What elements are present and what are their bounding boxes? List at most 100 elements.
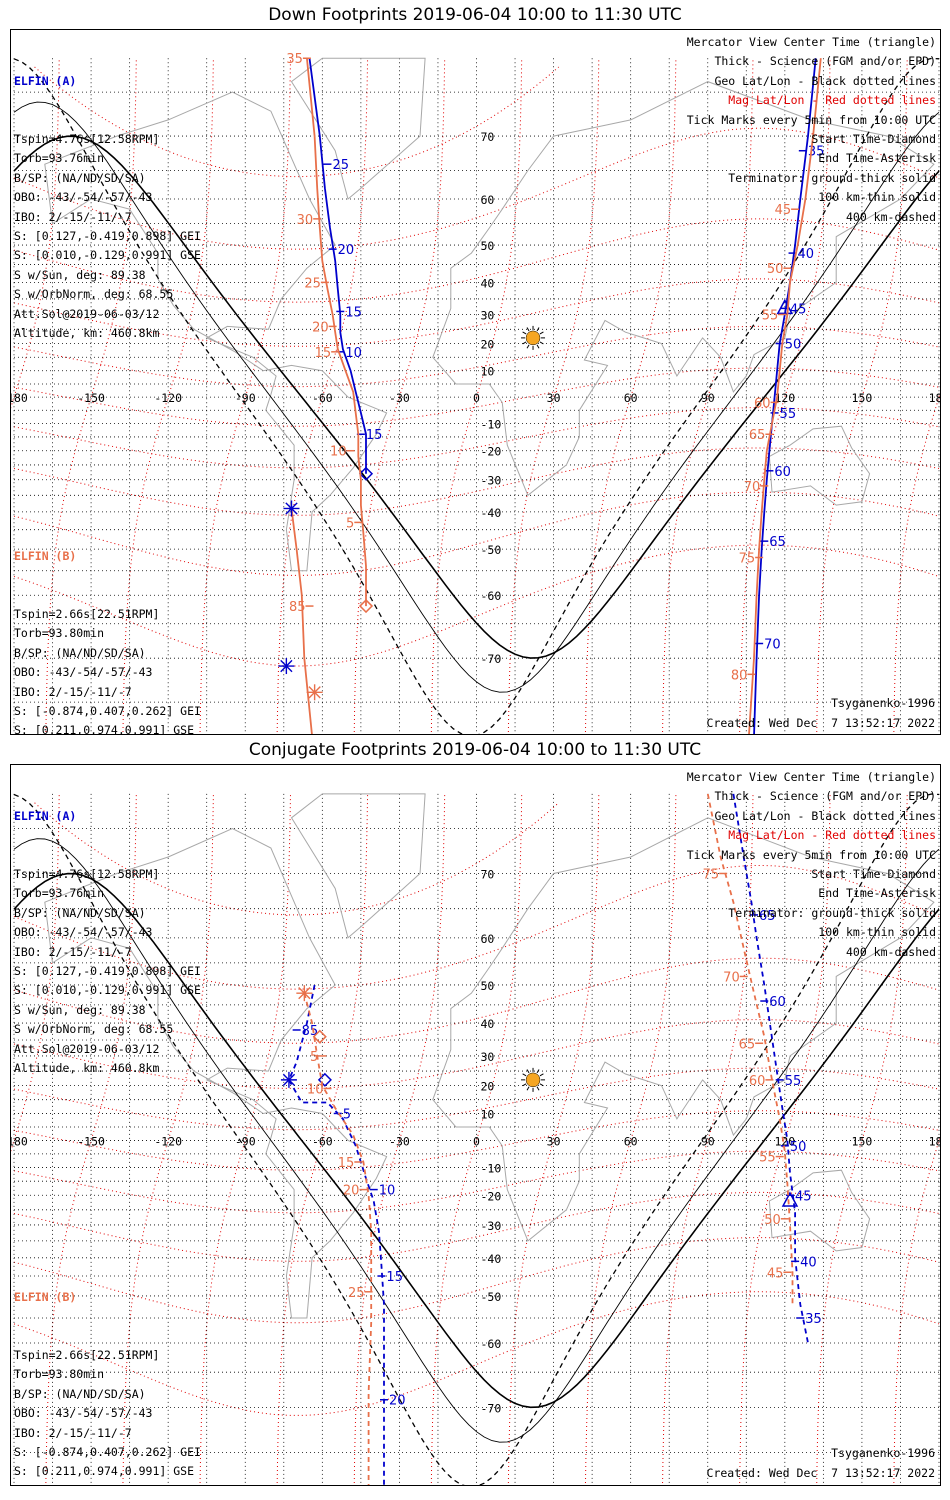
start-diamond	[358, 598, 374, 614]
tick-label: 25	[304, 276, 321, 291]
lat-tick-label: -60	[481, 1337, 502, 1351]
coastlines	[44, 793, 935, 1319]
view-center-triangle	[781, 1191, 799, 1207]
tick-label: 20	[338, 243, 355, 258]
sun-ray	[526, 1086, 530, 1091]
sun-ray	[536, 344, 540, 349]
mag-grid	[11, 793, 940, 1485]
tick-label: 5	[346, 516, 354, 531]
lat-tick-label: -70	[481, 1401, 502, 1415]
down-footprints-panel: -180 -150 -120 -90 -60 -30 0 30 60 90 120 150 180 -70…	[10, 29, 941, 735]
sun-ray	[536, 1069, 540, 1074]
elfin-a-title: ELFIN (A)	[14, 808, 77, 823]
lon-tick-label: -60	[312, 391, 333, 405]
tick-label: 45	[795, 1189, 812, 1204]
info-line: OBO: -43/-54/-57/-43	[14, 925, 153, 940]
info-line: S w/Sun, deg: 89.38	[14, 267, 146, 282]
lon-tick-label: 60	[624, 1134, 638, 1148]
tick-label: 45	[790, 302, 807, 317]
elfin-a-info: ELFIN (A) Tspin=4.76s[12.58RPM] Torb=93.7…	[14, 33, 201, 344]
lon-tick-label: 120	[774, 1134, 795, 1148]
mag-lon-line	[353, 58, 446, 734]
coastline	[290, 793, 426, 939]
mag-lon-line	[122, 58, 214, 734]
lon-tick-label: -120	[154, 1134, 182, 1148]
info-line: Tspin=2.66s[22.51RPM]	[14, 1348, 160, 1363]
lat-tick-label: 60	[481, 932, 495, 946]
tick-label: 70	[764, 638, 781, 653]
mag-lat-line	[13, 1110, 940, 1171]
tick-label: 15	[345, 305, 362, 320]
sun-ray	[522, 341, 527, 345]
geo-grid	[13, 58, 940, 734]
tick-label: 65	[759, 909, 776, 924]
info-line: IBO: 2/-15/-11/-7	[14, 1425, 132, 1440]
info-line: S: [0.211,0.974,0.991] GSE	[14, 723, 195, 735]
tick-label: 55	[780, 407, 797, 422]
lon-tick-label: -90	[235, 391, 256, 405]
lon-tick-label: -60	[312, 1134, 333, 1148]
mag-lon-line	[199, 58, 291, 734]
legend-line: End Time-Asterisk	[818, 886, 936, 901]
info-line: Tspin=2.66s[22.51RPM]	[14, 607, 160, 622]
tick-label: 65	[769, 535, 786, 550]
conjugate-footprints-panel: -180 -150 -120 -90 -60 -30 0 30 60 90 120 150 180 -70…	[10, 764, 941, 1486]
lon-tick-label: -120	[154, 391, 182, 405]
tick-label: 85	[289, 600, 306, 615]
tick-label: 20	[312, 320, 329, 335]
info-line: S: [0.127,-0.419,0.898] GEI	[14, 964, 201, 979]
lon-tick-label: -180	[11, 1134, 28, 1148]
mag-lon-line	[276, 58, 369, 734]
tick-label: 35	[286, 52, 303, 67]
legend: Mercator View Center Time (triangle) Thic…	[687, 768, 936, 962]
info-line: Att.Sol@2019-06-03/12	[14, 1041, 160, 1056]
tick-label: 30	[297, 213, 314, 228]
down-footprints-map: -180 -150 -120 -90 -60 -30 0 30 60 90 120 150 180 -70…	[11, 52, 941, 734]
terminator-line	[13, 793, 940, 1485]
legend-line: Start Time-Diamond	[811, 867, 936, 882]
lat-tick-label: -20	[481, 1189, 502, 1203]
end-asterisk	[298, 986, 311, 1000]
legend-line: Geo Lat/Lon - Black dotted lines	[714, 808, 936, 823]
tick-label: 45	[775, 203, 792, 218]
tick-label: 10	[330, 445, 347, 460]
axis-labels: -180 -150 -120 -90 -60 -30 0 30 60 90 120 150 180 -70…	[11, 867, 941, 1415]
lon-tick-label: 60	[624, 391, 638, 405]
info-line: Altitude, km: 460.8km	[14, 326, 160, 341]
terminator-line	[13, 872, 940, 1409]
lat-tick-label: -70	[481, 652, 502, 666]
tick-label: 80	[731, 668, 748, 683]
info-line: B/SP: (NA/ND/SD/SA)	[14, 905, 146, 920]
info-line: OBO: -43/-54/-57/-43	[14, 1406, 153, 1421]
tick-label: 10	[379, 1184, 396, 1199]
lon-tick-label: 120	[774, 391, 795, 405]
legend-line: Mag Lat/Lon - Red dotted lines	[728, 93, 936, 108]
lat-tick-label: 10	[481, 365, 495, 379]
sun-disc	[525, 1072, 541, 1088]
info-line: B/SP: (NA/ND/SD/SA)	[14, 170, 146, 185]
track-line	[748, 58, 822, 734]
conjugate-footprints-map: -180 -150 -120 -90 -60 -30 0 30 60 90 120 150 180 -70…	[11, 793, 941, 1485]
tracks: 2520151015354045505560657035302520151054…	[278, 52, 824, 734]
info-line: Torb=93.76min	[14, 886, 105, 901]
mag-lat-line	[13, 491, 940, 576]
end-asterisk	[308, 686, 321, 699]
terminator-line	[13, 838, 940, 1443]
lat-tick-label: -40	[481, 506, 502, 520]
mag-lat-line	[13, 127, 940, 250]
mag-lat-line	[13, 278, 940, 347]
sun-ray	[522, 1083, 527, 1087]
sun-disc	[525, 330, 541, 346]
info-line: OBO: -43/-54/-57/-43	[14, 190, 153, 205]
mag-grid	[11, 58, 940, 734]
lon-tick-label: 180	[929, 1134, 941, 1148]
track-line	[303, 992, 373, 1485]
mag-lon-line	[662, 58, 754, 734]
tick-label: 75	[739, 551, 756, 566]
sun-icon	[521, 325, 546, 350]
tick-label: 50	[764, 1213, 781, 1228]
lat-tick-label: 30	[481, 1050, 495, 1064]
info-line: B/SP: (NA/ND/SD/SA)	[14, 1386, 146, 1401]
info-line: Att.Sol@2019-06-03/12	[14, 306, 160, 321]
lon-tick-label: 180	[929, 391, 941, 405]
